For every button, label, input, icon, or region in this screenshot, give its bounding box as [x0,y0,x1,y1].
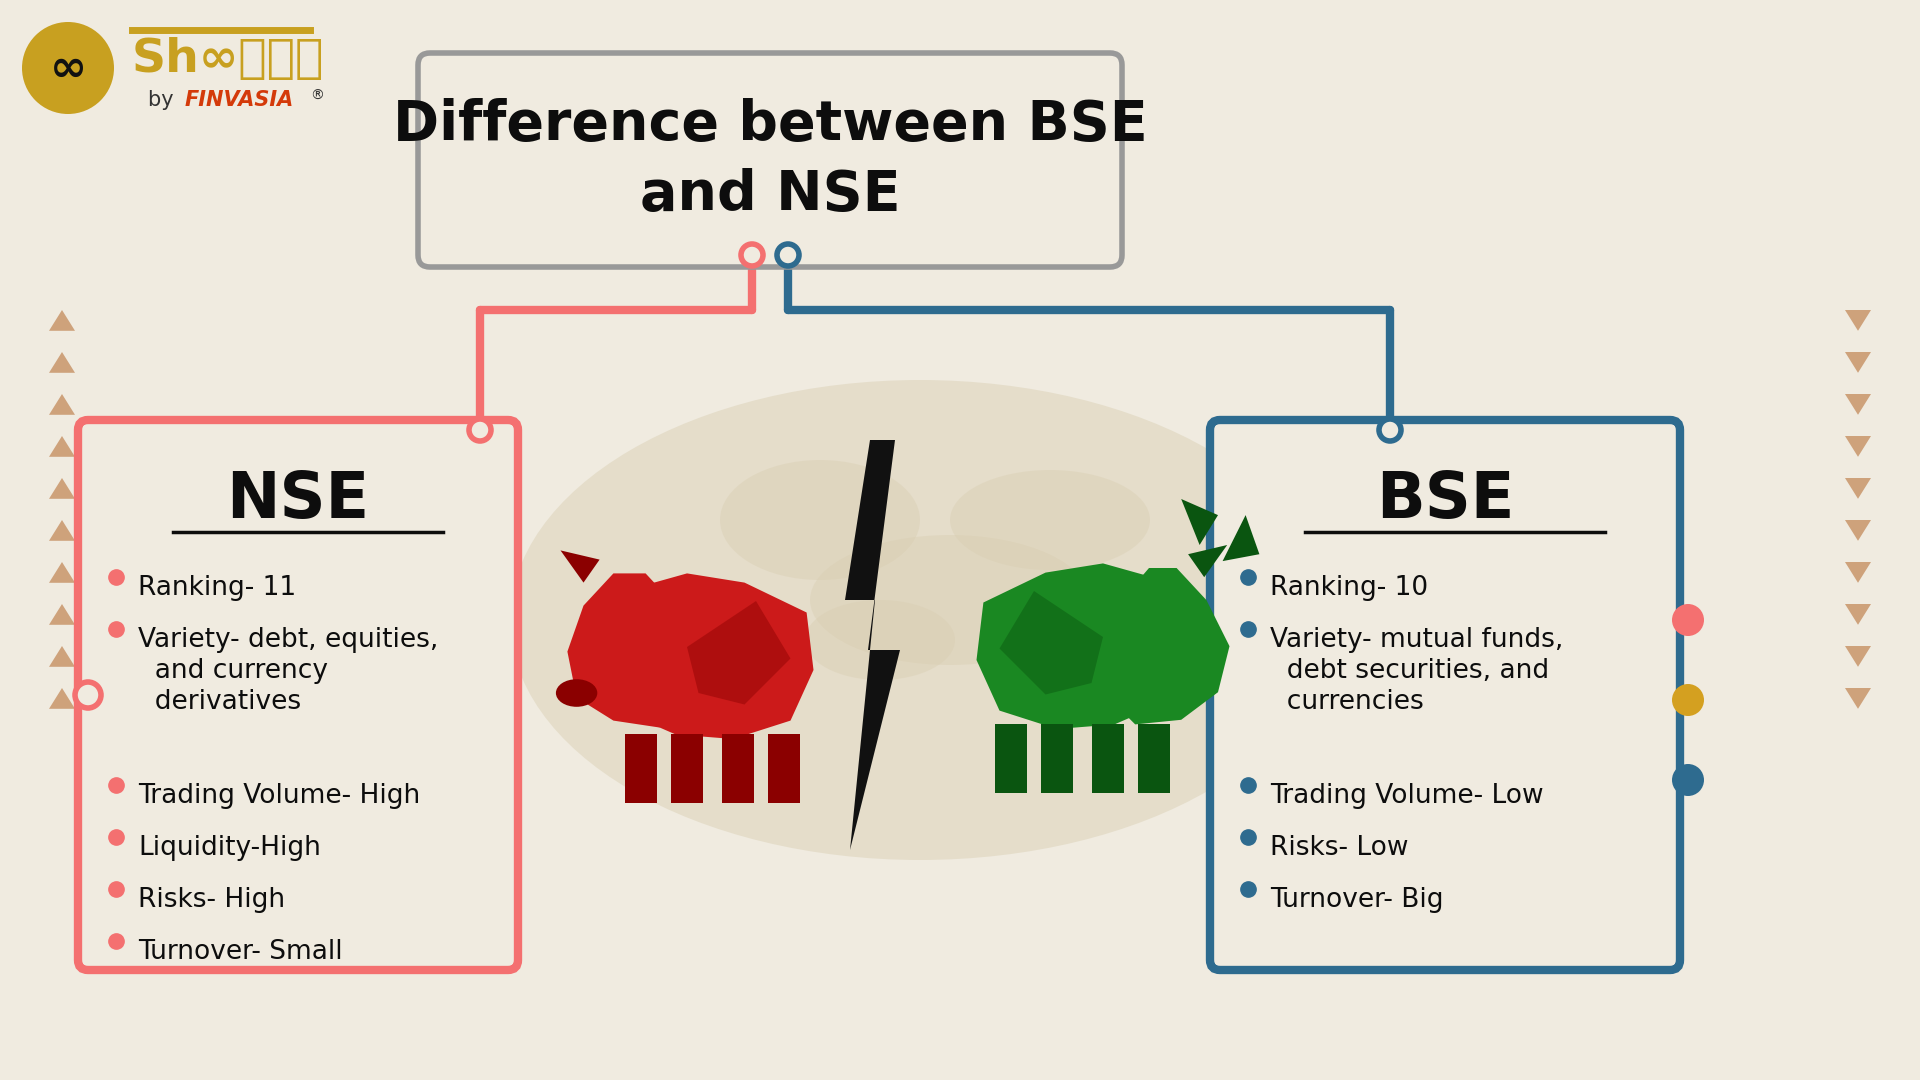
Text: ∞: ∞ [50,46,86,90]
Polygon shape [50,436,75,457]
Polygon shape [50,394,75,415]
Text: Risks- High: Risks- High [138,887,286,913]
Polygon shape [50,478,75,499]
Text: Liquidity-High: Liquidity-High [138,835,321,861]
Text: Trading Volume- Low: Trading Volume- Low [1269,783,1544,809]
Polygon shape [1845,394,1870,415]
Polygon shape [50,604,75,625]
Polygon shape [1845,352,1870,373]
Polygon shape [1041,725,1073,794]
Polygon shape [50,310,75,330]
Polygon shape [624,734,657,804]
Polygon shape [768,734,801,804]
Polygon shape [1845,688,1870,708]
Circle shape [1379,419,1402,441]
Text: BSE: BSE [1377,469,1515,531]
Polygon shape [1845,646,1870,666]
Ellipse shape [557,679,597,706]
Polygon shape [50,562,75,583]
Polygon shape [1845,604,1870,625]
Circle shape [21,22,113,114]
Ellipse shape [810,535,1091,665]
Text: Turnover- Big: Turnover- Big [1269,887,1444,913]
Text: Ranking- 11: Ranking- 11 [138,575,296,600]
Circle shape [778,244,799,266]
FancyBboxPatch shape [1210,420,1680,970]
Circle shape [1672,684,1705,716]
Polygon shape [977,564,1183,729]
Ellipse shape [511,380,1331,860]
Text: Trading Volume- High: Trading Volume- High [138,783,420,809]
Polygon shape [561,551,599,582]
Polygon shape [670,734,703,804]
Polygon shape [995,725,1027,794]
Circle shape [741,244,762,266]
Polygon shape [50,688,75,708]
Circle shape [468,419,492,441]
Text: Variety- mutual funds,
  debt securities, and
  currencies: Variety- mutual funds, debt securities, … [1269,627,1563,715]
Text: ®: ® [309,89,324,103]
Polygon shape [1096,568,1229,725]
Circle shape [1672,604,1705,636]
Text: FINVASIA: FINVASIA [184,90,294,110]
Polygon shape [1223,515,1260,562]
Text: Ranking- 10: Ranking- 10 [1269,575,1428,600]
Text: Variety- debt, equities,
  and currency
  derivatives: Variety- debt, equities, and currency de… [138,627,438,715]
Polygon shape [1845,436,1870,457]
Polygon shape [568,573,699,728]
Polygon shape [50,519,75,541]
FancyBboxPatch shape [419,53,1121,267]
Polygon shape [1845,310,1870,330]
Polygon shape [845,440,900,850]
Polygon shape [1181,499,1217,545]
Polygon shape [50,352,75,373]
Text: NSE: NSE [227,469,369,531]
Polygon shape [50,646,75,666]
Circle shape [75,681,102,708]
FancyBboxPatch shape [79,420,518,970]
Text: Sh∞न्य: Sh∞न्य [132,38,324,82]
Text: Risks- Low: Risks- Low [1269,835,1409,861]
Polygon shape [722,734,755,804]
Text: Difference between BSE
and NSE: Difference between BSE and NSE [392,97,1148,222]
Text: by: by [148,90,180,110]
Polygon shape [1845,562,1870,583]
Ellipse shape [804,600,954,680]
Ellipse shape [720,460,920,580]
Polygon shape [1845,478,1870,499]
Polygon shape [687,600,791,704]
Text: Turnover- Small: Turnover- Small [138,939,342,966]
Polygon shape [1091,725,1123,794]
Ellipse shape [950,470,1150,570]
Polygon shape [1000,591,1102,694]
Circle shape [1672,764,1705,796]
Polygon shape [1137,725,1169,794]
Polygon shape [607,573,814,739]
Polygon shape [1845,519,1870,541]
Polygon shape [1188,545,1227,577]
